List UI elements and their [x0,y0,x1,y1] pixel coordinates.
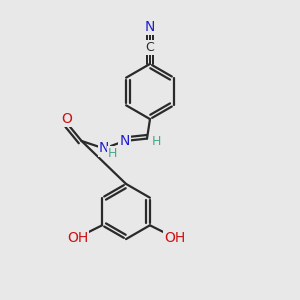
Text: O: O [61,112,72,126]
Text: OH: OH [164,232,185,245]
Text: OH: OH [67,232,88,245]
Text: C: C [146,41,154,54]
Text: N: N [145,20,155,34]
Text: H: H [152,135,161,148]
Text: N: N [119,134,130,148]
Text: H: H [108,147,117,160]
Text: N: N [99,142,109,155]
